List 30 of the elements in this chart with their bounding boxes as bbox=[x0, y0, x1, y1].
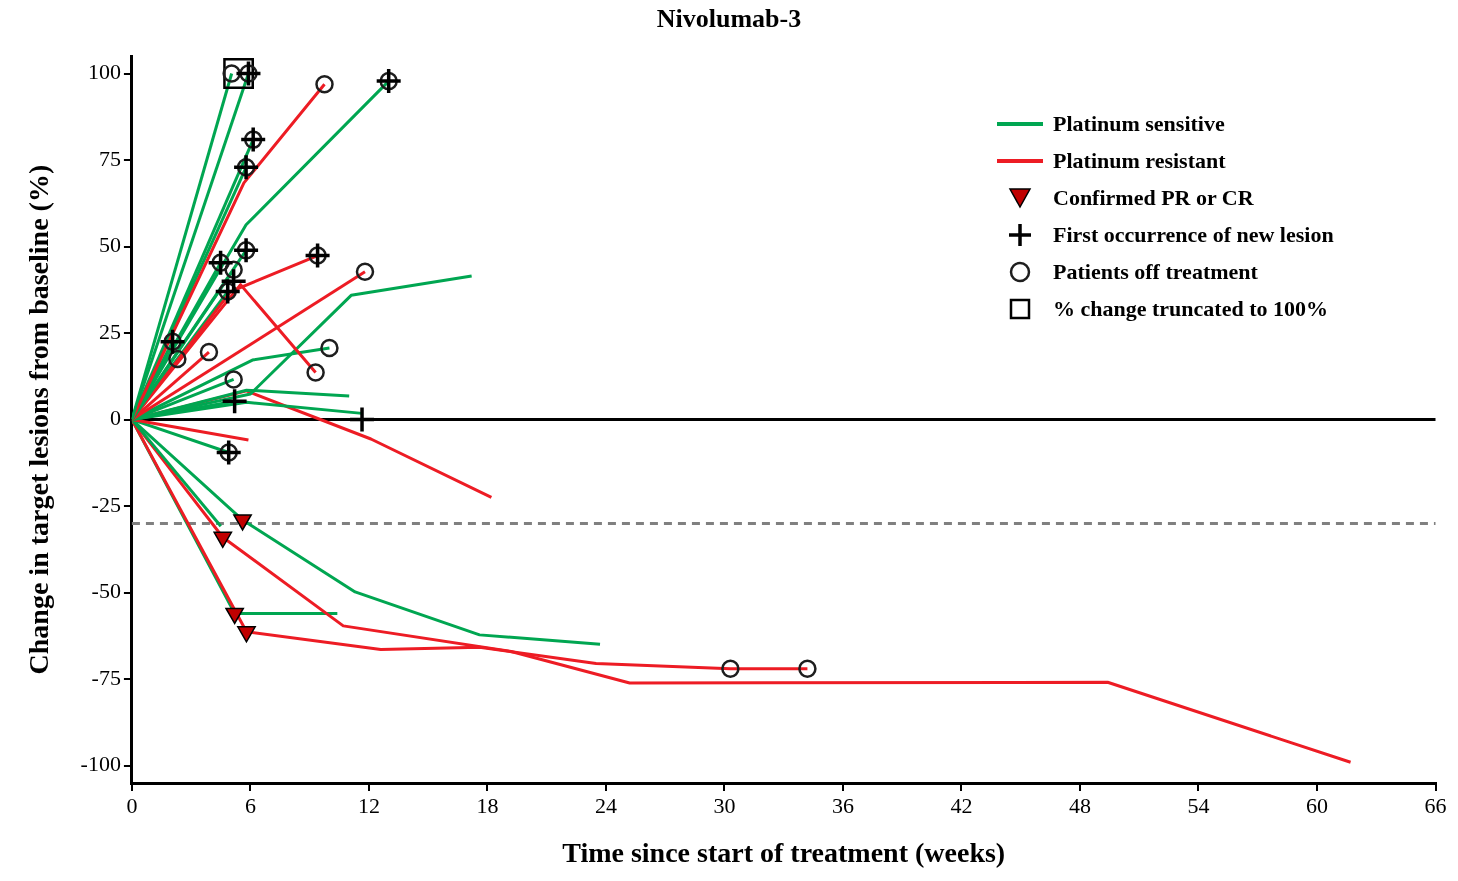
chart-title: Nivolumab-3 bbox=[656, 4, 802, 34]
x-tick-label: 12 bbox=[357, 792, 380, 818]
y-tick-label: 25 bbox=[98, 318, 121, 344]
y-tick-label: -25 bbox=[91, 491, 121, 517]
legend-label: Patients off treatment bbox=[1053, 258, 1258, 286]
y-tick-label: -75 bbox=[91, 664, 121, 690]
x-tick-label: 48 bbox=[1068, 792, 1091, 818]
x-tick-label: 0 bbox=[126, 792, 138, 818]
legend-label: Platinum sensitive bbox=[1053, 110, 1225, 138]
y-tick-label: 75 bbox=[98, 145, 121, 171]
y-axis-title: Change in target lesions from baseline (%) bbox=[23, 164, 55, 675]
legend-label: First occurrence of new lesion bbox=[1053, 221, 1334, 249]
x-tick-label: 24 bbox=[594, 792, 617, 818]
x-axis-title: Time since start of treatment (weeks) bbox=[562, 837, 1006, 869]
y-tick-label: -50 bbox=[91, 578, 121, 604]
x-tick-label: 30 bbox=[713, 792, 736, 818]
x-tick-label: 66 bbox=[1424, 792, 1447, 818]
y-tick-label: 0 bbox=[109, 405, 121, 431]
x-tick-label: 42 bbox=[950, 792, 973, 818]
x-tick-label: 36 bbox=[831, 792, 854, 818]
legend-label: Confirmed PR or CR bbox=[1053, 184, 1254, 212]
y-tick-label: 50 bbox=[98, 232, 121, 258]
x-tick-label: 6 bbox=[244, 792, 256, 818]
y-tick-label: -100 bbox=[80, 751, 121, 777]
x-tick-label: 60 bbox=[1305, 792, 1328, 818]
x-tick-label: 54 bbox=[1187, 792, 1210, 818]
legend-label: % change truncated to 100% bbox=[1053, 295, 1328, 323]
y-tick-label: 100 bbox=[87, 59, 121, 85]
legend-label: Platinum resistant bbox=[1053, 147, 1226, 175]
x-tick-label: 18 bbox=[476, 792, 499, 818]
